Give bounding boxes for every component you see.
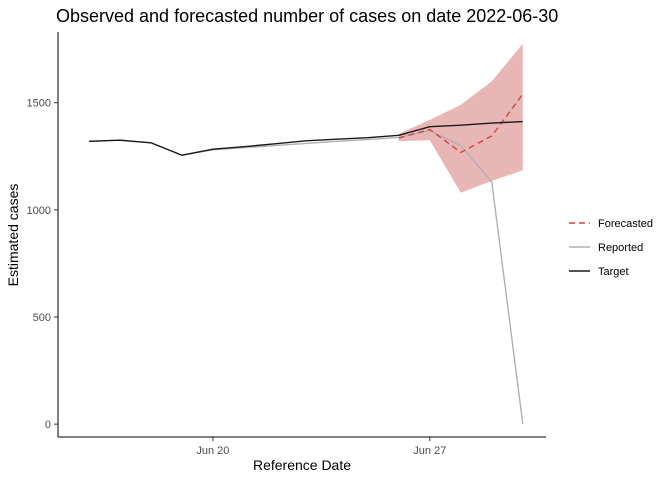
y-ticks: 0 500 1000 1500: [27, 98, 58, 431]
x-tick-label: Jun 27: [413, 445, 446, 457]
x-ticks: Jun 20 Jun 27: [196, 437, 446, 457]
legend-label-forecasted: Forecasted: [598, 218, 653, 230]
chart-title: Observed and forecasted number of cases …: [56, 6, 558, 26]
x-tick-label: Jun 20: [196, 445, 229, 457]
series-line-target: [88, 120, 523, 156]
legend-label-reported: Reported: [598, 242, 643, 254]
plot-area: [88, 43, 524, 424]
forecast-interval-band: [398, 43, 523, 193]
y-tick-label: 0: [45, 419, 51, 431]
y-axis-title: Estimated cases: [5, 184, 21, 287]
legend-label-target: Target: [598, 266, 629, 278]
y-tick-label: 1500: [27, 98, 51, 110]
y-tick-label: 500: [33, 312, 51, 324]
legend: Forecasted Reported Target: [569, 218, 653, 278]
y-tick-label: 1000: [27, 205, 51, 217]
x-axis-title: Reference Date: [253, 457, 351, 473]
